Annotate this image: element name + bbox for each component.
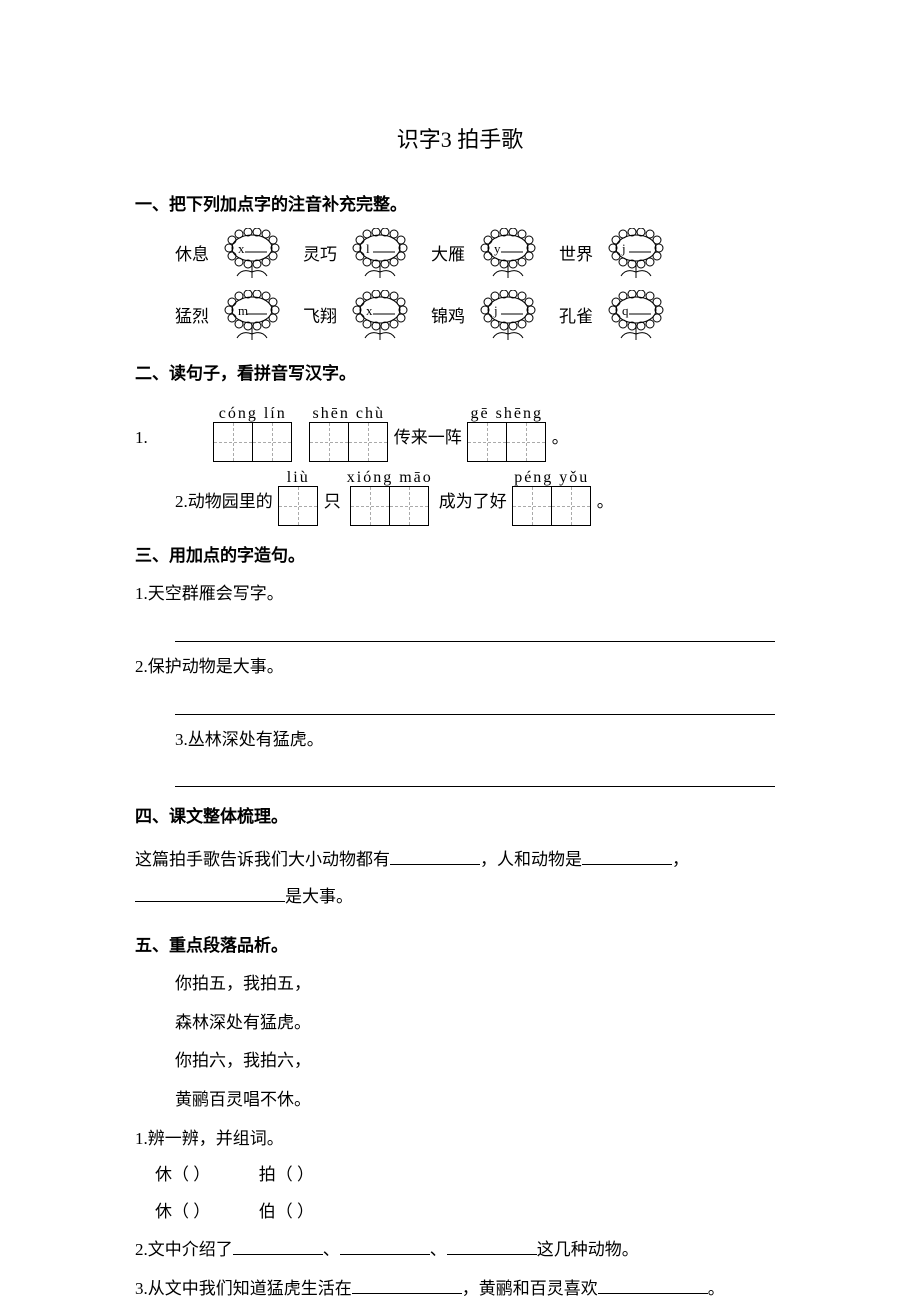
section5-heading: 五、重点段落品析。 bbox=[135, 931, 785, 962]
q5-2-prefix: 2.文中介绍了 bbox=[135, 1240, 233, 1259]
s4-t1: 这篇拍手歌告诉我们大小动物都有 bbox=[135, 850, 390, 869]
word-pair: 伯（ ） bbox=[259, 1202, 314, 1221]
pinyin-box-group: gē shēng bbox=[468, 400, 546, 462]
pinyin: gē shēng bbox=[471, 400, 543, 422]
q5-3-mid: ，黄鹂和百灵喜欢 bbox=[462, 1279, 598, 1298]
pinyin: xióng māo bbox=[347, 464, 433, 486]
s4-t4: 是大事。 bbox=[285, 887, 353, 906]
flower-icon: j bbox=[601, 228, 681, 282]
flower-label: 猛烈 bbox=[175, 302, 209, 333]
answer-line[interactable] bbox=[175, 761, 775, 787]
svg-text:q: q bbox=[622, 303, 629, 318]
flower-row-1: 休息 x 灵巧 l 大雁 y bbox=[175, 228, 785, 282]
sep: 、 bbox=[430, 1240, 447, 1259]
line-num: 1. bbox=[135, 400, 148, 462]
q5-3: 3.从文中我们知道猛虎生活在 ，黄鹂和百灵喜欢 。 bbox=[135, 1274, 785, 1304]
pinyin: liù bbox=[287, 464, 310, 486]
q5-3-suffix: 。 bbox=[708, 1279, 725, 1298]
poem-line: 你拍六，我拍六， bbox=[175, 1046, 785, 1077]
section4-body: 这篇拍手歌告诉我们大小动物都有 ，人和动物是 ， 是大事。 bbox=[135, 841, 785, 916]
answer-line[interactable] bbox=[175, 616, 775, 642]
s4-t3: ， bbox=[672, 850, 689, 869]
svg-text:j: j bbox=[493, 303, 498, 318]
word-pair: 拍（ ） bbox=[259, 1165, 314, 1184]
punct: 。 bbox=[552, 400, 569, 462]
flower-label: 飞翔 bbox=[303, 302, 337, 333]
q5-2-suffix: 这几种动物。 bbox=[537, 1240, 639, 1259]
section3-heading: 三、用加点的字造句。 bbox=[135, 541, 785, 572]
poem-line: 你拍五，我拍五， bbox=[175, 969, 785, 1000]
blank[interactable] bbox=[233, 1237, 323, 1255]
flower-icon: m bbox=[217, 290, 297, 344]
flower-icon: x bbox=[345, 290, 425, 344]
q5-2: 2.文中介绍了 、 、 这几种动物。 bbox=[135, 1235, 785, 1266]
flower-label: 大雁 bbox=[431, 240, 465, 271]
inline-text: 传来一阵 bbox=[394, 400, 462, 462]
q5-1-title: 1.辨一辨，并组词。 bbox=[135, 1124, 785, 1155]
pinyin-box-group: shēn chù bbox=[310, 400, 388, 462]
flower-label: 锦鸡 bbox=[431, 302, 465, 333]
pinyin-box-group: xióng māo bbox=[347, 464, 433, 526]
blank[interactable] bbox=[390, 847, 480, 865]
word-pair: 休（ ） bbox=[155, 1202, 210, 1221]
svg-text:x: x bbox=[366, 303, 373, 318]
flower-icon: x bbox=[217, 228, 297, 282]
flower-label: 世界 bbox=[559, 240, 593, 271]
q3-2: 2.保护动物是大事。 bbox=[135, 652, 785, 683]
blank[interactable] bbox=[447, 1237, 537, 1255]
pinyin-box-group: liù bbox=[279, 464, 318, 526]
poem-line: 森林深处有猛虎。 bbox=[175, 1008, 785, 1039]
blank[interactable] bbox=[340, 1237, 430, 1255]
inline-text: 只 bbox=[324, 464, 341, 526]
section1-heading: 一、把下列加点字的注音补充完整。 bbox=[135, 190, 785, 221]
pinyin-box-group: péng yǒu bbox=[513, 464, 591, 526]
word-pair: 休（ ） bbox=[155, 1165, 210, 1184]
flower-label: 孔雀 bbox=[559, 302, 593, 333]
blank[interactable] bbox=[135, 884, 285, 902]
pinyin: péng yǒu bbox=[514, 464, 589, 486]
svg-text:m: m bbox=[238, 303, 248, 318]
q5-3-prefix: 3.从文中我们知道猛虎生活在 bbox=[135, 1279, 352, 1298]
section2-heading: 二、读句子，看拼音写汉字。 bbox=[135, 359, 785, 390]
flower-icon: y bbox=[473, 228, 553, 282]
inline-text: 成为了好 bbox=[439, 464, 507, 526]
punct: 。 bbox=[597, 464, 614, 526]
blank[interactable] bbox=[352, 1276, 462, 1294]
flower-icon: j bbox=[473, 290, 553, 344]
svg-text:j: j bbox=[621, 241, 626, 256]
s4-t2: ，人和动物是 bbox=[480, 850, 582, 869]
poem-line: 黄鹂百灵唱不休。 bbox=[175, 1085, 785, 1116]
pinyin-line-2: 2.动物园里的 liù 只 xióng māo 成为了好 péng yǒu 。 bbox=[135, 464, 785, 526]
q3-3: 3.丛林深处有猛虎。 bbox=[175, 725, 785, 756]
pinyin-box-group: cóng lín bbox=[214, 400, 292, 462]
svg-text:y: y bbox=[494, 241, 501, 256]
blank[interactable] bbox=[582, 847, 672, 865]
pinyin: shēn chù bbox=[313, 400, 385, 422]
section4-heading: 四、课文整体梳理。 bbox=[135, 802, 785, 833]
word-pair-row: 休（ ） 拍（ ） bbox=[155, 1160, 785, 1191]
pinyin: cóng lín bbox=[219, 400, 287, 422]
blank[interactable] bbox=[598, 1276, 708, 1294]
svg-text:x: x bbox=[238, 241, 245, 256]
flower-row-2: 猛烈 m 飞翔 x 锦鸡 j bbox=[175, 290, 785, 344]
pinyin-line-1: 1. cóng lín shēn chù 传来一阵 gē shēng 。 bbox=[135, 400, 785, 462]
answer-line[interactable] bbox=[175, 689, 775, 715]
flower-icon: q bbox=[601, 290, 681, 344]
q3-1: 1.天空群雁会写字。 bbox=[135, 579, 785, 610]
prefix-text: 2.动物园里的 bbox=[175, 464, 273, 526]
flower-label: 休息 bbox=[175, 240, 209, 271]
sep: 、 bbox=[323, 1240, 340, 1259]
flower-icon: l bbox=[345, 228, 425, 282]
page-title: 识字3 拍手歌 bbox=[135, 120, 785, 160]
flower-label: 灵巧 bbox=[303, 240, 337, 271]
svg-text:l: l bbox=[366, 241, 370, 256]
word-pair-row: 休（ ） 伯（ ） bbox=[155, 1197, 785, 1228]
